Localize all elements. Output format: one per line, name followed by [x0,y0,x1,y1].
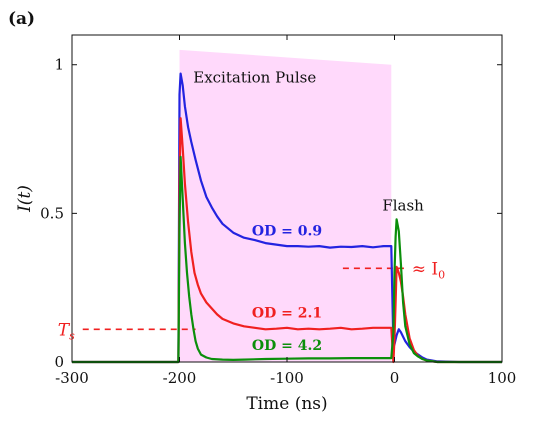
flash-label: Flash [382,196,424,214]
x-axis-label: Time (ns) [246,394,327,414]
y-tick-label: 0.5 [40,204,64,222]
panel-label: (a) [8,9,35,29]
series-label-od-4.2: OD = 4.2 [252,338,322,354]
x-tick-label: -200 [163,369,197,387]
y-tick-label: 0 [54,353,64,371]
x-tick-label: 0 [390,369,400,387]
y-axis-label: I(t) [15,185,35,213]
x-tick-label: -100 [270,369,304,387]
i0-symbol: ≈ I [412,259,438,279]
series-label-od-0.9: OD = 0.9 [252,224,322,240]
y-tick-label: 1 [54,56,64,74]
x-tick-label: -300 [55,369,89,387]
x-tick-label: 100 [488,369,517,387]
series-label-od-2.1: OD = 2.1 [252,305,322,321]
excitation-pulse-label: Excitation Pulse [193,69,316,87]
i0-annotation: ≈ I0 [412,259,445,281]
